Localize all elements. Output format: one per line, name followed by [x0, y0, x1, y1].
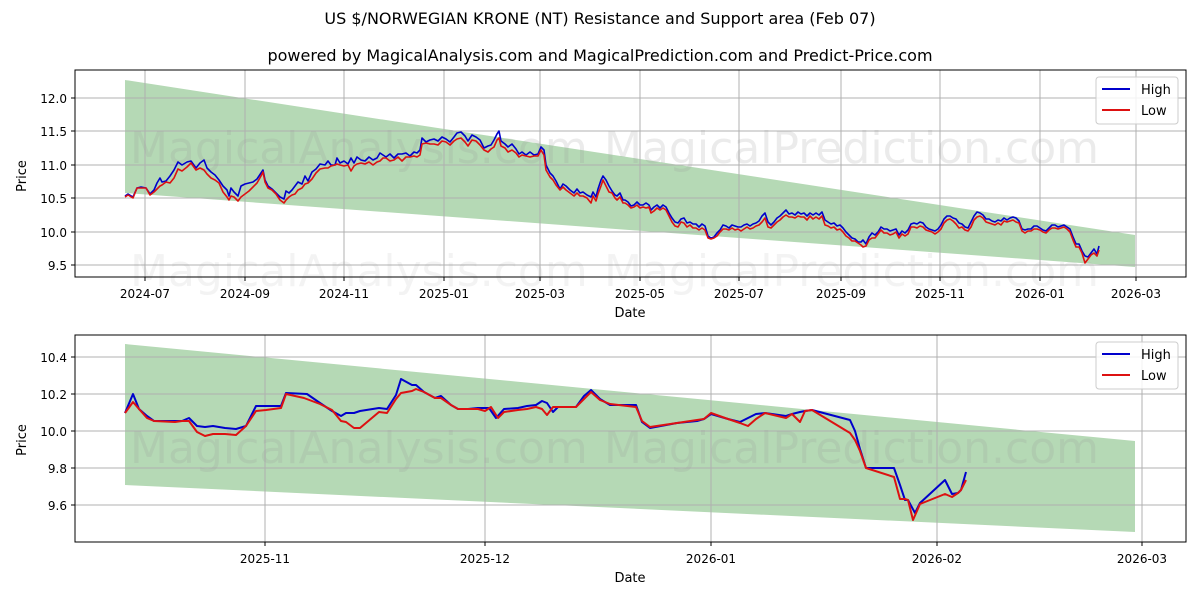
- watermark-magicalanalysis: MagicalAnalysis.com: [130, 123, 588, 174]
- top-ytick-5: 9.5: [48, 259, 67, 273]
- top-legend: High Low: [1095, 76, 1179, 125]
- top-xtick-2: 2024-11: [319, 287, 369, 301]
- top-xtick-6: 2025-07: [714, 287, 764, 301]
- bottom-xtick-2: 2026-01: [686, 552, 736, 566]
- bottom-xtick-0: 2025-11: [240, 552, 290, 566]
- watermark-magicalanalysis-bottom: MagicalAnalysis.com: [130, 423, 588, 474]
- watermark-magicalprediction-lower: MagicalPrediction.com: [604, 246, 1099, 297]
- bottom-chart: MagicalAnalysis.com MagicalPrediction.co…: [15, 334, 1187, 586]
- watermark-magicalprediction-bottom: MagicalPrediction.com: [604, 423, 1099, 474]
- top-ytick-0: 12.0: [40, 92, 67, 106]
- bottom-ytick-3: 9.8: [48, 462, 67, 476]
- bottom-ytick-0: 10.4: [40, 351, 67, 365]
- top-xtick-9: 2026-01: [1015, 287, 1065, 301]
- bottom-gridlines: [75, 335, 1186, 542]
- top-ylabel: Price: [15, 160, 30, 192]
- bottom-ytick-2: 10.0: [40, 425, 67, 439]
- top-axes-frame: [74, 69, 1187, 278]
- watermark-magicalanalysis-lower: MagicalAnalysis.com: [130, 246, 588, 297]
- bottom-y-ticks: 10.4 10.2 10.0 9.8 9.6: [40, 351, 75, 513]
- bottom-xtick-1: 2025-12: [460, 552, 510, 566]
- top-xtick-7: 2025-09: [816, 287, 866, 301]
- bottom-xtick-3: 2026-02: [912, 552, 962, 566]
- bottom-ylabel: Price: [15, 424, 30, 456]
- watermark-magicalprediction: MagicalPrediction.com: [604, 123, 1099, 174]
- top-high-line: [124, 130, 1100, 258]
- top-ytick-4: 10.0: [40, 226, 67, 240]
- bottom-low-line: [124, 388, 967, 521]
- top-ytick-2: 11.0: [40, 159, 67, 173]
- bottom-legend: High Low: [1095, 341, 1179, 390]
- top-xtick-10: 2026-03: [1111, 287, 1161, 301]
- top-xtick-4: 2025-03: [515, 287, 565, 301]
- chart-subtitle: powered by MagicalAnalysis.com and Magic…: [267, 46, 933, 65]
- legend-low-label: Low: [1141, 104, 1167, 119]
- top-ytick-3: 10.5: [40, 192, 67, 206]
- top-xtick-5: 2025-05: [615, 287, 665, 301]
- top-xlabel: Date: [614, 306, 645, 321]
- bottom-resistance-support-band: [125, 344, 1135, 532]
- top-ytick-1: 11.5: [40, 125, 67, 139]
- bottom-axes-frame: [74, 334, 1187, 543]
- top-chart: MagicalAnalysis.com MagicalPrediction.co…: [15, 69, 1187, 321]
- top-y-ticks: 12.0 11.5 11.0 10.5 10.0 9.5: [40, 92, 75, 273]
- top-x-ticks: 2024-07 2024-09 2024-11 2025-01 2025-03 …: [120, 277, 1161, 301]
- top-resistance-support-band: [125, 80, 1135, 267]
- bottom-high-line: [124, 378, 967, 514]
- top-xtick-0: 2024-07: [120, 287, 170, 301]
- bottom-x-ticks: 2025-11 2025-12 2026-01 2026-02 2026-03: [240, 542, 1167, 566]
- top-xtick-3: 2025-01: [419, 287, 469, 301]
- top-gridlines: [75, 70, 1186, 277]
- top-low-line: [124, 137, 1100, 264]
- top-xtick-8: 2025-11: [915, 287, 965, 301]
- bottom-xtick-4: 2026-03: [1117, 552, 1167, 566]
- bottom-ytick-4: 9.6: [48, 499, 67, 513]
- legend-high-label: High: [1141, 83, 1171, 98]
- bottom-legend-low-label: Low: [1141, 369, 1167, 384]
- top-xtick-1: 2024-09: [220, 287, 270, 301]
- bottom-xlabel: Date: [614, 571, 645, 586]
- bottom-legend-high-label: High: [1141, 348, 1171, 363]
- chart-title: US $/NORWEGIAN KRONE (NT) Resistance and…: [324, 9, 876, 28]
- bottom-ytick-1: 10.2: [40, 388, 67, 402]
